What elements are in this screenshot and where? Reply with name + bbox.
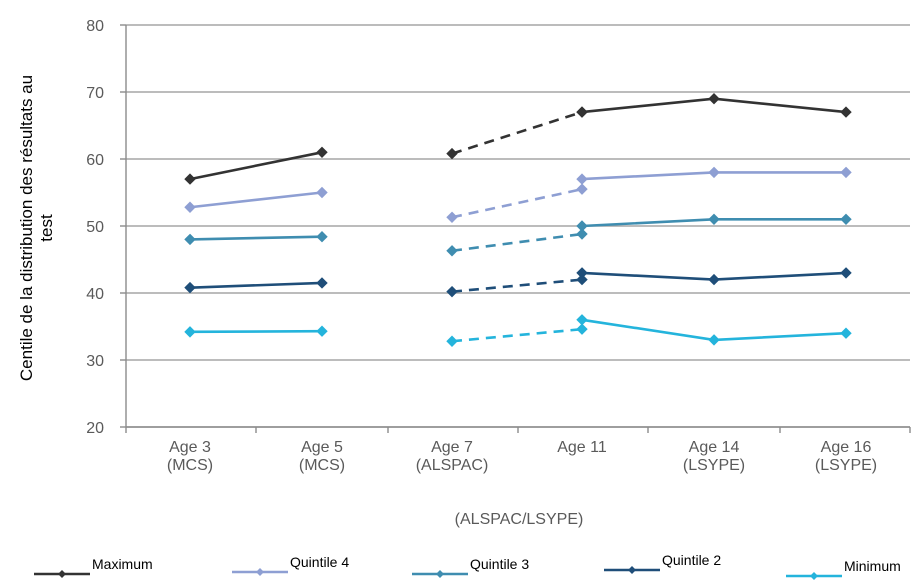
data-point [576,228,588,240]
data-point [708,213,720,226]
x-tick-label: Age 3 [169,439,211,456]
series-line-1 [189,191,323,209]
data-point [184,233,196,246]
legend-swatch-marker [436,570,444,578]
legend-label: Quintile 4 [290,554,349,570]
data-point [316,146,328,159]
data-point [316,231,328,243]
data-point [184,281,196,294]
series-dashed-line-1 [451,187,583,219]
x-tick-label: Age 16 [821,439,872,456]
series-dashed-line-0 [451,110,583,155]
series-dashed-line-2 [451,232,583,253]
data-point [316,325,328,337]
data-point [316,277,328,289]
data-point [184,326,196,338]
data-point [446,147,458,160]
data-point [446,211,458,223]
data-point [576,106,588,118]
data-point [840,106,852,118]
x-tick-label: (LSYPE) [683,457,745,474]
data-point [708,166,720,179]
data-point [840,213,852,226]
data-point [708,273,720,286]
y-tick-label: 70 [86,85,104,102]
legend-label: Quintile 3 [470,556,529,572]
legend-swatch-marker [810,572,818,580]
data-point [446,285,458,298]
x-tick-label: (MCS) [167,457,213,474]
legend-swatch-marker [58,570,66,578]
legend-label: Quintile 2 [662,552,721,568]
y-tick-label: 50 [86,219,104,236]
y-axis-title: test [37,214,56,242]
data-point [184,201,196,213]
y-tick-label: 30 [86,353,104,370]
y-tick-label: 60 [86,152,104,169]
series-line-0 [189,151,323,181]
data-point [576,220,588,232]
data-point [316,186,328,199]
data-point [446,335,458,347]
x-tick-label: (ALSPAC) [416,457,489,474]
series-line-3 [189,281,323,289]
data-point [708,92,720,105]
series-line-4 [189,329,323,334]
legend-swatch-marker [256,568,264,576]
legend-label: Minimum [844,558,901,574]
legend-label: Maximum [92,556,153,572]
data-point [576,267,588,279]
data-point [840,327,852,339]
x-tick-label: Age 11 [557,439,607,456]
series-dashed-line-4 [451,327,583,343]
y-tick-label: 80 [86,18,104,35]
data-point [576,323,588,335]
y-tick-label: 40 [86,286,104,303]
x-tick-label: Age 14 [689,439,740,456]
data-point [840,267,852,279]
x-axis-title: (ALSPAC/LSYPE) [455,511,584,528]
x-tick-label: (MCS) [299,457,345,474]
legend-swatch-marker [628,566,636,574]
data-point [576,183,588,195]
x-tick-label: (LSYPE) [815,457,877,474]
series-dashed-line-3 [451,278,583,293]
data-point [840,166,852,179]
y-tick-label: 20 [86,420,104,437]
data-point [184,173,196,185]
y-axis-title: Centile de la distribution des résultats… [17,75,36,381]
data-point [446,245,458,257]
data-point [576,273,588,286]
x-tick-label: Age 5 [301,439,343,456]
x-tick-label: Age 7 [431,439,473,456]
data-point [576,314,588,326]
data-point [576,173,588,185]
data-point [708,334,720,346]
series-line-2 [189,235,323,241]
